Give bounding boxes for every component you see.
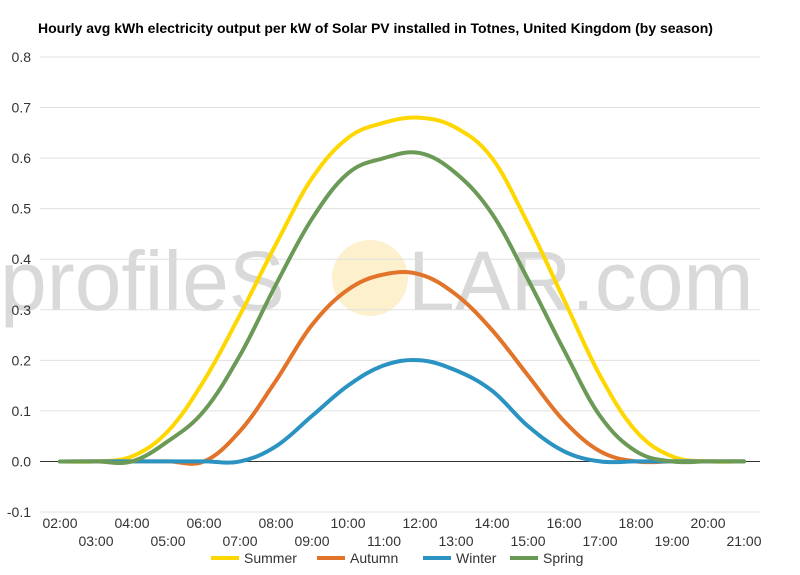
chart-title: Hourly avg kWh electricity output per kW… xyxy=(38,20,713,36)
x-tick-label: 04:00 xyxy=(114,515,149,531)
series-line-summer xyxy=(58,115,746,464)
x-tick-label: 02:00 xyxy=(42,515,77,531)
x-tick-label: 19:00 xyxy=(654,533,689,549)
x-tick-label: 09:00 xyxy=(294,533,329,549)
x-tick-label: 16:00 xyxy=(546,515,581,531)
x-tick-label: 06:00 xyxy=(186,515,221,531)
y-axis-ticks: -0.1 0.0 0.1 0.2 0.3 0.4 0.5 0.6 0.7 0.8 xyxy=(7,49,31,520)
legend-label-summer: Summer xyxy=(244,550,297,566)
x-tick-label: 21:00 xyxy=(726,533,761,549)
x-tick-label: 18:00 xyxy=(618,515,653,531)
x-tick-label: 07:00 xyxy=(222,533,257,549)
series-line-winter xyxy=(58,358,746,465)
x-tick-label: 08:00 xyxy=(258,515,293,531)
y-tick-label: -0.1 xyxy=(7,504,31,520)
y-tick-label: 0.3 xyxy=(12,302,32,318)
watermark-text-after: LAR.com xyxy=(408,234,753,328)
x-tick-label: 15:00 xyxy=(510,533,545,549)
y-tick-label: 0.2 xyxy=(12,352,32,368)
y-tick-label: 0.4 xyxy=(12,251,32,267)
x-tick-label: 10:00 xyxy=(330,515,365,531)
x-tick-label: 05:00 xyxy=(150,533,185,549)
x-tick-label: 13:00 xyxy=(438,533,473,549)
x-tick-label: 14:00 xyxy=(474,515,509,531)
x-tick-label: 11:00 xyxy=(367,533,401,549)
gridlines xyxy=(40,56,760,513)
watermark-text-before: profileS xyxy=(0,234,285,328)
legend-label-winter: Winter xyxy=(456,550,497,566)
legend: Summer Autumn Winter Spring xyxy=(211,550,583,566)
x-tick-label: 17:00 xyxy=(582,533,617,549)
x-tick-label: 12:00 xyxy=(402,515,437,531)
x-axis-ticks: 02:0003:0004:0005:0006:0007:0008:0009:00… xyxy=(42,515,761,549)
y-tick-label: 0.5 xyxy=(12,201,32,217)
y-tick-label: 0.6 xyxy=(12,150,32,166)
legend-label-spring: Spring xyxy=(543,550,583,566)
y-tick-label: 0.8 xyxy=(12,49,32,65)
series-lines xyxy=(58,115,746,466)
x-tick-label: 03:00 xyxy=(78,533,113,549)
legend-label-autumn: Autumn xyxy=(350,550,398,566)
y-tick-label: 0.7 xyxy=(12,100,32,116)
y-tick-label: 0.1 xyxy=(12,403,32,419)
series-line-spring xyxy=(58,150,746,466)
x-tick-label: 20:00 xyxy=(690,515,725,531)
y-tick-label: 0.0 xyxy=(12,453,32,469)
watermark: profileS LAR.com xyxy=(0,234,753,328)
